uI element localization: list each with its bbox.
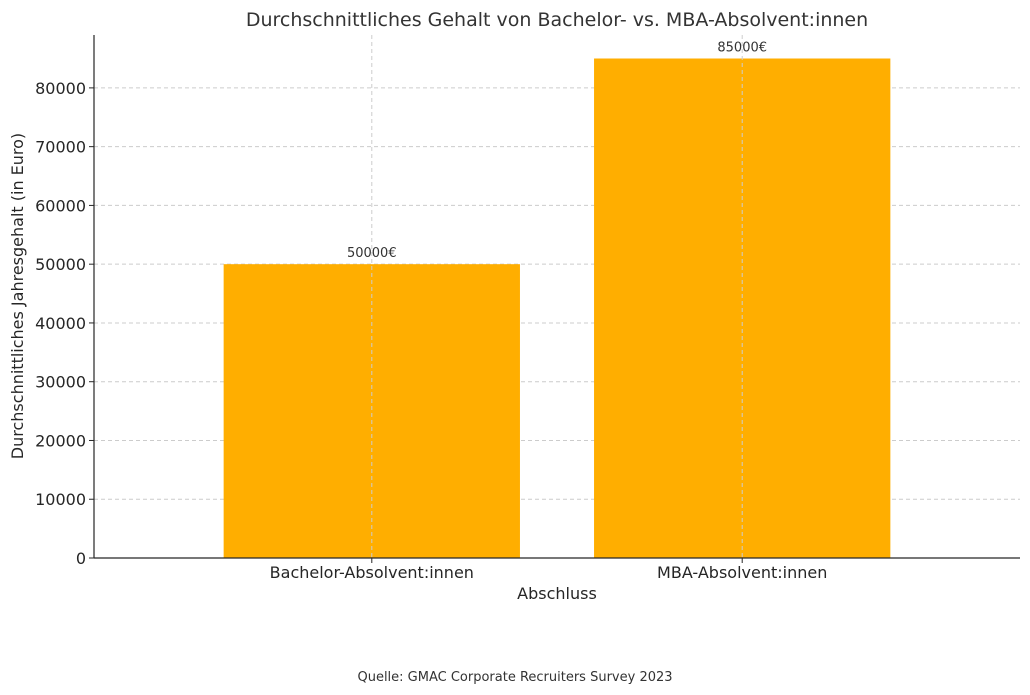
y-tick-label: 40000 [35,314,86,333]
y-tick-label: 30000 [35,373,86,392]
y-tick-labels: 0 10000 20000 30000 40000 50000 60000 70000 8000… [35,79,94,568]
x-tick-label: MBA-Absolvent:innen [657,563,827,582]
axes [93,35,1020,559]
x-tick-labels: Bachelor-Absolvent:innen MBA-Absolvent:in… [270,558,827,582]
bar-value-label: 85000€ [717,41,767,56]
y-tick-label: 20000 [35,431,86,450]
bar-value-label: 50000€ [347,246,397,261]
data-labels: 50000€ 85000€ [347,41,767,262]
y-tick-label: 0 [76,549,86,568]
y-tick-label: 60000 [35,196,86,215]
y-axis-title: Durchschnittliches Jahresgehalt (in Euro… [8,133,27,459]
y-tick-label: 50000 [35,255,86,274]
y-tick-label: 70000 [35,138,86,157]
source-note: Quelle: GMAC Corporate Recruiters Survey… [357,670,672,685]
x-axis-title: Abschluss [517,584,597,603]
bar [223,264,520,558]
y-tick-label: 10000 [35,490,86,509]
bars [223,58,891,559]
y-tick-label: 80000 [35,79,86,98]
x-tick-label: Bachelor-Absolvent:innen [270,563,474,582]
chart-title: Durchschnittliches Gehalt von Bachelor- … [246,9,868,31]
